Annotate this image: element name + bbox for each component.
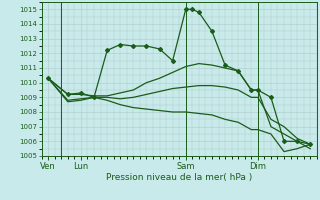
- X-axis label: Pression niveau de la mer( hPa ): Pression niveau de la mer( hPa ): [106, 173, 252, 182]
